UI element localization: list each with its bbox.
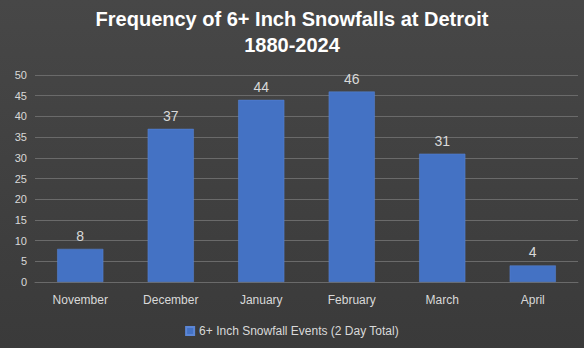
svg-text:46: 46 xyxy=(344,71,360,87)
svg-text:15: 15 xyxy=(15,214,27,226)
svg-text:10: 10 xyxy=(15,235,27,247)
svg-text:February: February xyxy=(328,293,376,307)
svg-text:44: 44 xyxy=(253,79,269,95)
svg-text:35: 35 xyxy=(15,131,27,143)
svg-text:March: March xyxy=(426,293,459,307)
svg-text:50: 50 xyxy=(15,69,27,81)
svg-text:20: 20 xyxy=(15,193,27,205)
svg-text:April: April xyxy=(521,293,545,307)
svg-text:6+ Inch Snowfall Events (2 Day: 6+ Inch Snowfall Events (2 Day Total) xyxy=(199,324,399,338)
svg-text:November: November xyxy=(53,293,108,307)
svg-text:31: 31 xyxy=(434,133,450,149)
svg-text:4: 4 xyxy=(529,244,537,260)
svg-text:30: 30 xyxy=(15,152,27,164)
svg-text:0: 0 xyxy=(21,276,27,288)
svg-text:December: December xyxy=(143,293,198,307)
svg-text:25: 25 xyxy=(15,173,27,185)
svg-text:8: 8 xyxy=(76,228,84,244)
svg-text:1880-2024: 1880-2024 xyxy=(244,34,341,56)
svg-text:45: 45 xyxy=(15,90,27,102)
svg-text:Frequency of 6+ Inch Snowfalls: Frequency of 6+ Inch Snowfalls at Detroi… xyxy=(96,8,489,30)
svg-text:5: 5 xyxy=(21,255,27,267)
svg-text:37: 37 xyxy=(163,108,179,124)
svg-text:40: 40 xyxy=(15,110,27,122)
svg-text:January: January xyxy=(240,293,283,307)
